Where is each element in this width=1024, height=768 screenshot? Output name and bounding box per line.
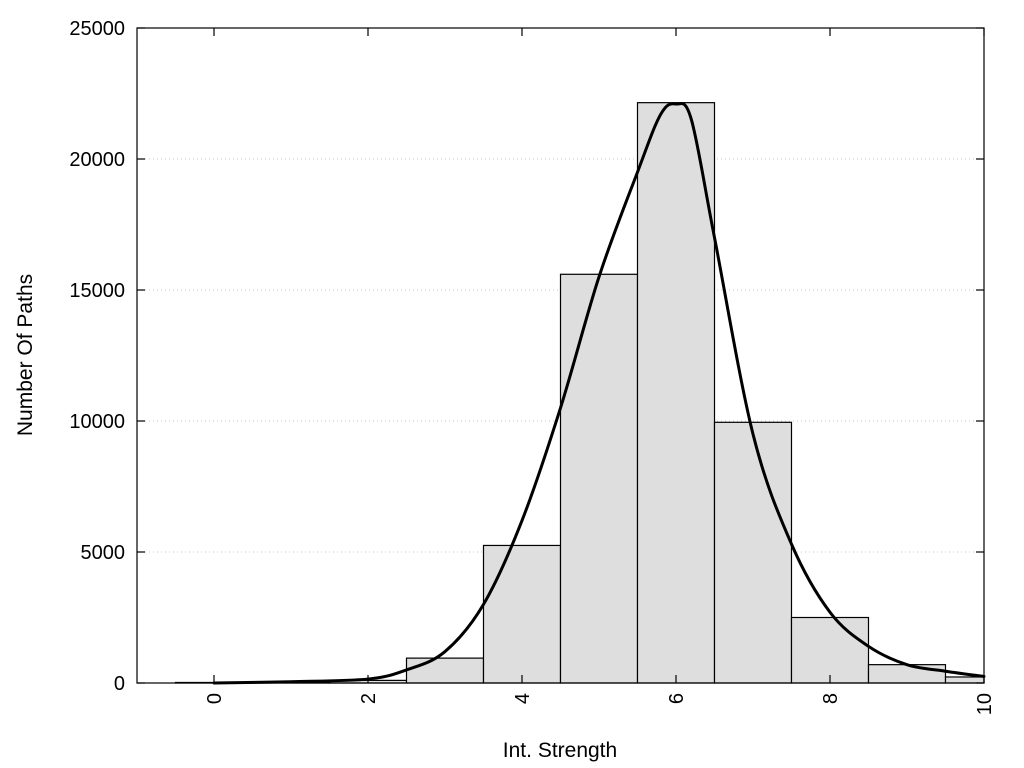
histogram-bar [713, 421, 793, 684]
density-curve-layer [212, 101, 986, 685]
histogram-bar [482, 544, 562, 684]
histogram-bar [559, 273, 639, 684]
histogram-bar [867, 664, 947, 684]
histogram-bar [790, 616, 870, 684]
y-tick-label: 0 [114, 673, 125, 695]
axis-ticks: 0 5000 10000 15000 20000 25000 0 2 4 6 8 10 [69, 18, 996, 715]
x-tick-label: 8 [820, 693, 842, 704]
histogram-bar [636, 102, 716, 684]
x-axis-title: Int. Strength [503, 739, 617, 762]
histogram-bar [944, 676, 985, 684]
y-tick-label: 15000 [69, 280, 125, 302]
y-axis-title: Number Of Paths [14, 274, 37, 436]
x-tick-label: 2 [358, 693, 380, 704]
y-tick-label: 10000 [69, 411, 125, 433]
y-tick-label: 5000 [81, 542, 126, 564]
y-tick-label: 25000 [69, 18, 125, 40]
x-tick-label: 10 [974, 693, 996, 715]
histogram-bars [174, 102, 985, 684]
histogram-bar [405, 657, 485, 684]
x-tick-label: 0 [204, 693, 226, 704]
plot-frame [136, 27, 985, 684]
y-tick-label: 20000 [69, 149, 125, 171]
density-curve [212, 101, 986, 685]
x-tick-label: 6 [666, 693, 688, 704]
x-tick-label: 4 [512, 693, 534, 704]
